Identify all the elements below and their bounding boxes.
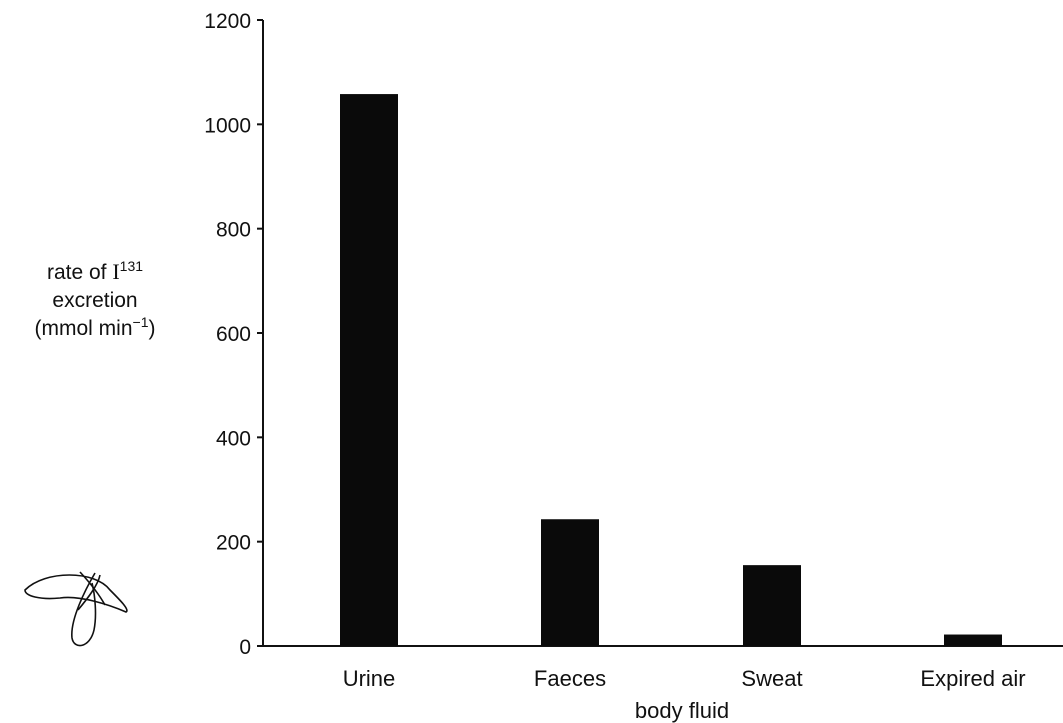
- x-category-label: Expired air: [920, 666, 1025, 691]
- y-axis-title-line3: (mmol min−1): [34, 314, 156, 340]
- signature-mark: [24, 571, 128, 647]
- y-axis-title-line2: excretion: [52, 289, 138, 312]
- bar-faeces: [541, 519, 599, 646]
- x-categories: Urine Faeces Sweat Expired air: [343, 666, 1026, 691]
- x-category-label: Urine: [343, 666, 396, 691]
- y-tick-label: 0: [239, 636, 251, 659]
- bar-expired-air: [944, 634, 1002, 646]
- x-category-label: Sweat: [741, 666, 802, 691]
- y-tick-label: 800: [216, 219, 251, 242]
- bars: [340, 94, 1002, 647]
- y-tick-label: 1000: [204, 114, 251, 137]
- y-ticks: 0 200 400 600 800 1000 1200: [204, 10, 263, 659]
- y-tick-label: 200: [216, 532, 251, 555]
- y-tick-label: 400: [216, 427, 251, 450]
- x-axis-title: body fluid: [635, 698, 729, 723]
- y-axis-title: rate of I131 excretion (mmol min−1): [0, 258, 190, 343]
- y-axis-title-line1: rate of I131: [46, 258, 144, 284]
- x-category-label: Faeces: [534, 666, 606, 691]
- y-tick-label: 1200: [204, 10, 251, 33]
- y-tick-label: 600: [216, 323, 251, 346]
- bar-urine: [340, 94, 398, 647]
- bar-sweat: [743, 565, 801, 646]
